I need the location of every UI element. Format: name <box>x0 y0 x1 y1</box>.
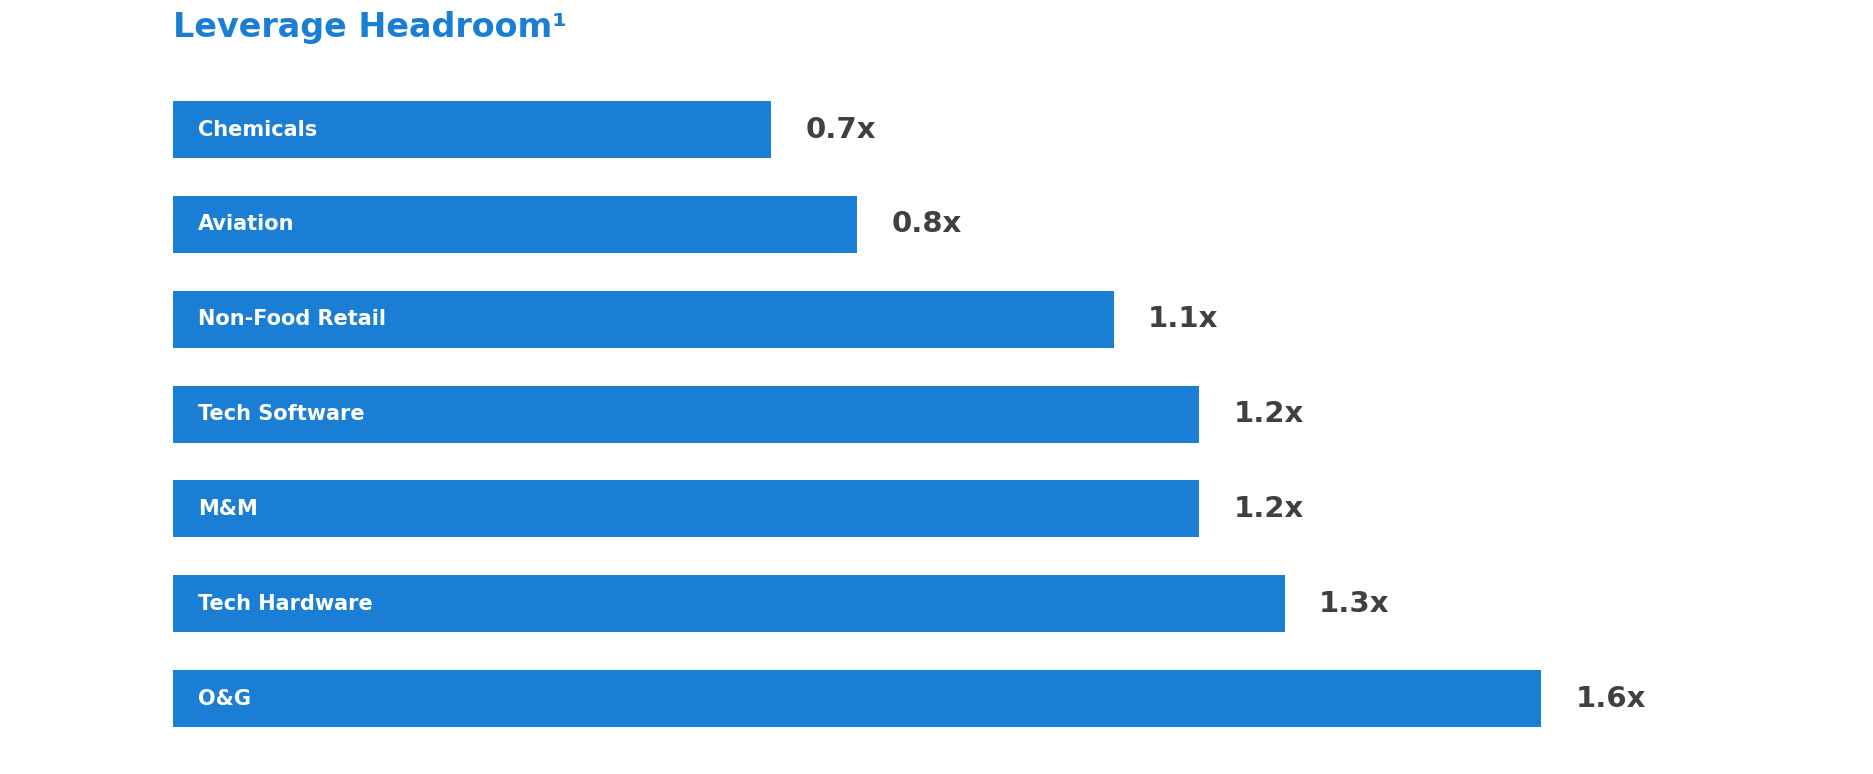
Ellipse shape <box>71 200 122 249</box>
Ellipse shape <box>71 295 122 344</box>
Bar <box>172 196 856 253</box>
Text: Aviation: Aviation <box>199 214 294 235</box>
Text: 1.2x: 1.2x <box>1232 495 1304 523</box>
Ellipse shape <box>71 674 122 723</box>
Bar <box>172 291 1113 348</box>
Text: 1.1x: 1.1x <box>1146 305 1217 334</box>
Text: 0.8x: 0.8x <box>892 211 961 238</box>
Bar <box>172 481 1199 537</box>
Ellipse shape <box>71 389 122 439</box>
Text: 1.6x: 1.6x <box>1575 685 1644 713</box>
Text: 1.3x: 1.3x <box>1319 590 1388 618</box>
Text: Leverage Headroom¹: Leverage Headroom¹ <box>172 11 566 44</box>
Bar <box>172 385 1199 443</box>
Text: Non-Food Retail: Non-Food Retail <box>199 310 386 329</box>
Text: O&G: O&G <box>199 689 251 709</box>
Bar <box>172 101 772 158</box>
Ellipse shape <box>71 485 122 533</box>
Text: Tech Software: Tech Software <box>199 404 365 424</box>
Text: M&M: M&M <box>199 499 258 519</box>
Bar <box>172 670 1540 727</box>
Text: 1.2x: 1.2x <box>1232 400 1304 428</box>
Ellipse shape <box>71 579 122 628</box>
Ellipse shape <box>71 105 122 154</box>
Bar <box>172 575 1283 632</box>
Text: Chemicals: Chemicals <box>199 119 317 139</box>
Text: Tech Hardware: Tech Hardware <box>199 594 373 614</box>
Text: 0.7x: 0.7x <box>805 115 877 143</box>
